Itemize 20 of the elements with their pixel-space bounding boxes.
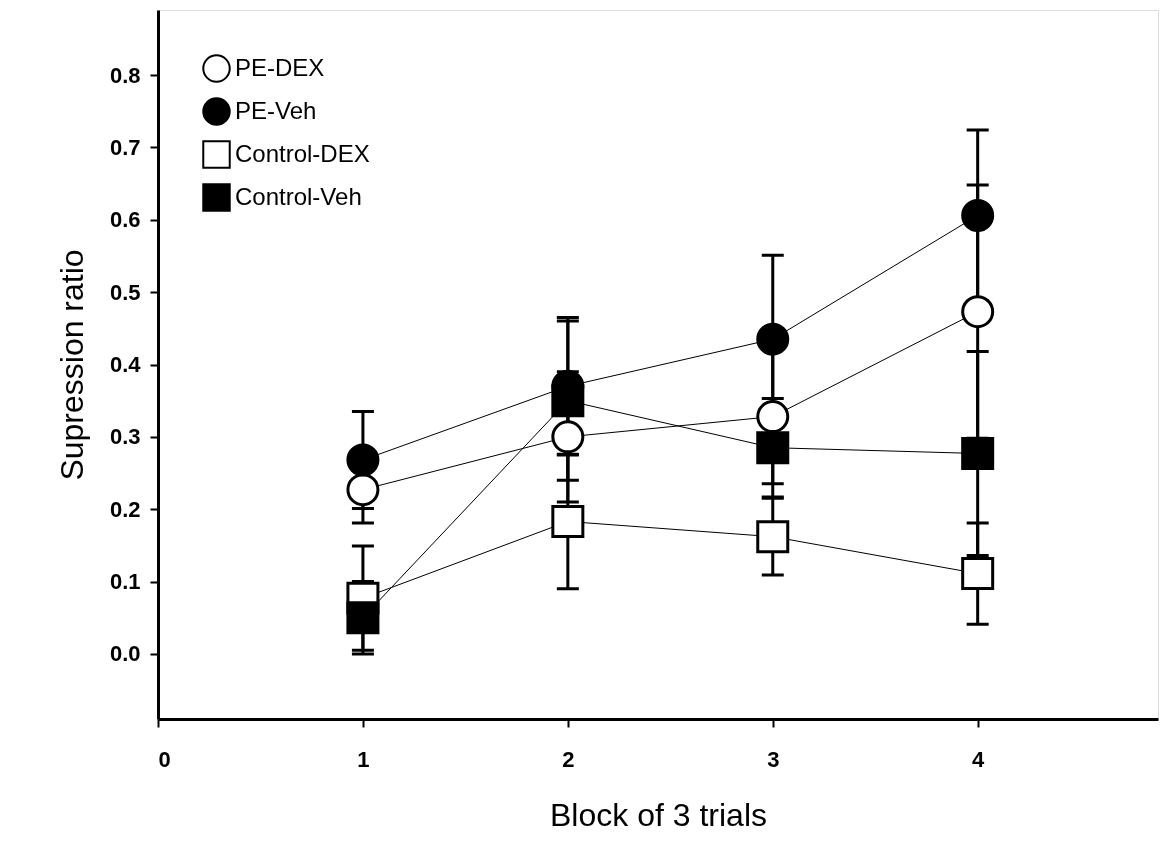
y-tick-label: 0.5 [109, 279, 141, 305]
y-tick-label: 0.3 [109, 424, 141, 450]
y-tick-label: 0.0 [109, 641, 141, 667]
y-tick-label: 0.7 [109, 134, 141, 160]
legend-label: Control-Veh [235, 182, 362, 210]
y-tick-label: 0.6 [109, 207, 141, 233]
legend-label: PE-Veh [235, 96, 317, 124]
y-tick-label: 0.8 [109, 62, 141, 88]
x-tick-label: 2 [562, 746, 575, 772]
x-tick-label: 3 [767, 746, 780, 772]
x-tick-label: 4 [972, 746, 986, 772]
y-axis-title: Supression ratio [53, 249, 90, 481]
y-tick-label: 0.2 [109, 496, 141, 522]
legend-label: Control-DEX [235, 139, 370, 167]
y-tick-label: 0.1 [109, 569, 141, 595]
x-tick-label: 0 [158, 746, 171, 772]
legend-label: PE-DEX [235, 53, 325, 81]
x-tick-label: 1 [357, 746, 370, 772]
y-tick-label: 0.4 [109, 352, 142, 377]
x-axis-title: Block of 3 trials [550, 796, 767, 833]
